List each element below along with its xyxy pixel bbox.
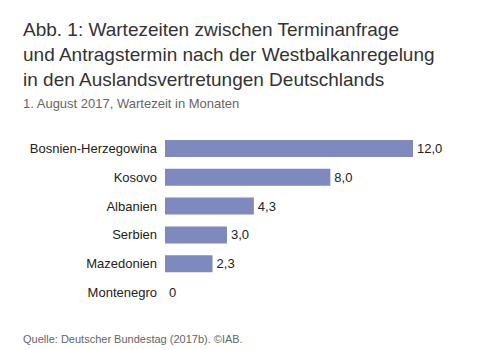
svg-text:8,0: 8,0 — [334, 170, 352, 185]
svg-text:Mazedonien: Mazedonien — [86, 256, 157, 271]
svg-text:3,0: 3,0 — [231, 227, 249, 242]
svg-text:12,0: 12,0 — [417, 141, 442, 156]
svg-text:Bosnien-Herzegowina: Bosnien-Herzegowina — [30, 141, 158, 156]
svg-text:4,3: 4,3 — [258, 199, 276, 214]
svg-text:0: 0 — [169, 285, 176, 300]
svg-text:Montenegro: Montenegro — [88, 285, 157, 300]
svg-text:1. August 2017, Wartezeit in M: 1. August 2017, Wartezeit in Monaten — [23, 96, 239, 111]
svg-text:Serbien: Serbien — [112, 227, 157, 242]
svg-text:Abb. 1: Wartezeiten zwischen T: Abb. 1: Wartezeiten zwischen Terminanfra… — [23, 19, 399, 40]
svg-text:Kosovo: Kosovo — [114, 170, 157, 185]
svg-text:2,3: 2,3 — [217, 256, 235, 271]
svg-text:in den Auslandsvertretungen De: in den Auslandsvertretungen Deutschlands — [23, 69, 384, 90]
svg-text:Albanien: Albanien — [106, 199, 157, 214]
svg-text:Quelle: Deutscher Bundestag (2: Quelle: Deutscher Bundestag (2017b). ©IA… — [23, 333, 243, 345]
svg-text:und Antragstermin nach der Wes: und Antragstermin nach der Westbalkanreg… — [23, 44, 435, 65]
